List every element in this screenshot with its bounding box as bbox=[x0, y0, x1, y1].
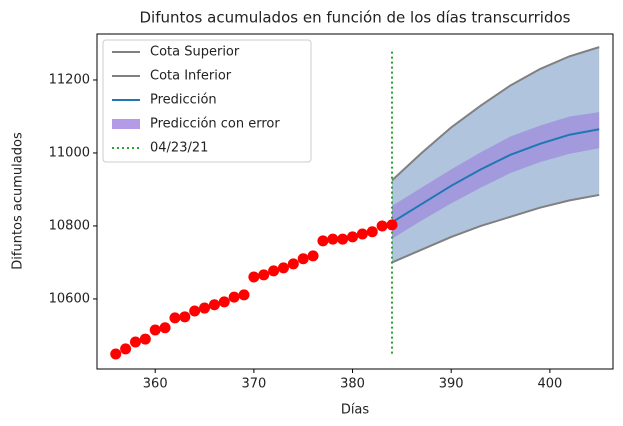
data-point bbox=[337, 233, 349, 245]
data-point bbox=[159, 322, 171, 334]
data-point bbox=[189, 305, 201, 317]
data-point bbox=[366, 226, 378, 238]
data-point bbox=[218, 296, 230, 308]
x-tick-label: 390 bbox=[439, 377, 464, 392]
x-axis-label: Días bbox=[341, 403, 370, 418]
data-point bbox=[149, 324, 161, 336]
data-point bbox=[386, 219, 398, 231]
error-band bbox=[391, 112, 600, 239]
data-point bbox=[347, 231, 359, 243]
plot-frame bbox=[96, 33, 614, 370]
series-line bbox=[391, 193, 600, 264]
data-point bbox=[248, 271, 260, 283]
data-point bbox=[199, 302, 211, 314]
legend-label: Cota Inferior bbox=[150, 69, 232, 84]
data-point bbox=[238, 289, 250, 301]
legend-box bbox=[102, 39, 312, 163]
data-point bbox=[228, 291, 240, 303]
y-axis-label: Difuntos acumulados bbox=[11, 132, 26, 270]
chart-title: Difuntos acumulados en función de los dí… bbox=[139, 9, 570, 27]
series-line bbox=[391, 128, 600, 224]
data-point bbox=[208, 299, 220, 311]
y-tick-label: 11200 bbox=[49, 72, 90, 87]
data-point bbox=[268, 265, 280, 277]
x-tick-label: 400 bbox=[537, 377, 562, 392]
x-tick-label: 370 bbox=[241, 377, 266, 392]
data-point bbox=[277, 262, 289, 274]
y-tick-label: 11000 bbox=[49, 145, 90, 160]
legend-label: 04/23/21 bbox=[150, 141, 208, 156]
series-line bbox=[391, 46, 600, 182]
data-point bbox=[258, 269, 270, 281]
x-tick-label: 380 bbox=[340, 377, 365, 392]
legend-label: Predicción bbox=[150, 93, 217, 108]
data-point bbox=[327, 233, 339, 245]
legend-key bbox=[112, 119, 140, 129]
data-point bbox=[120, 343, 132, 355]
data-point bbox=[376, 220, 388, 232]
data-point bbox=[307, 250, 319, 262]
data-point bbox=[139, 333, 151, 345]
y-tick-label: 10800 bbox=[49, 218, 90, 233]
data-point bbox=[110, 348, 122, 360]
legend-label: Predicción con error bbox=[150, 117, 280, 132]
data-point bbox=[179, 311, 191, 323]
data-point bbox=[317, 235, 329, 247]
legend-label: Cota Superior bbox=[150, 45, 240, 60]
x-tick-label: 360 bbox=[143, 377, 168, 392]
data-point bbox=[356, 228, 368, 240]
y-tick-label: 10600 bbox=[49, 291, 90, 306]
data-point bbox=[169, 312, 181, 324]
data-point bbox=[129, 336, 141, 348]
data-point bbox=[297, 253, 309, 265]
data-point bbox=[287, 258, 299, 270]
